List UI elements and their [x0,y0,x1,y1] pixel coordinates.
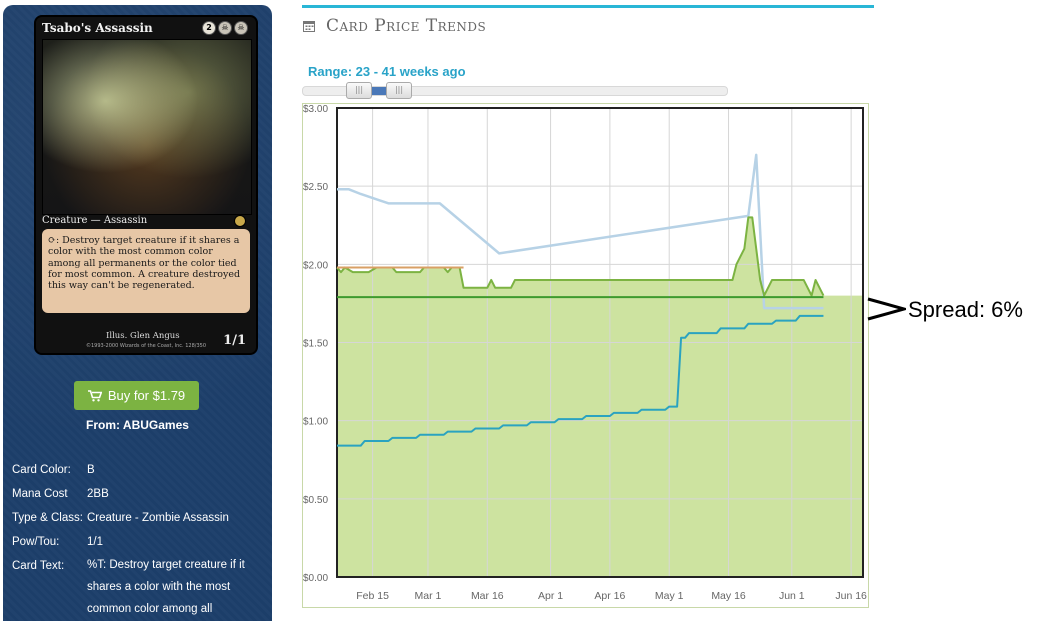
card-illustrator: Illus. Glen Angus [106,331,180,341]
chart-plot-border [336,107,864,578]
chart-area-fill [337,217,863,577]
card-detail-panel: Tsabo's Assassin 2 ☠ ☠ Creature — Assass… [3,5,272,621]
price-chart: $3.00 $2.50 $2.00 $1.50 $1.00 $0.50 $0.00 Feb 1… [302,103,869,608]
chart-y-tick-label: $2.00 [303,260,328,271]
range-slider-handle-end[interactable]: ||| [386,82,412,99]
card-copyright: ©1993-2000 Wizards of the Coast, Inc. 12… [86,343,206,349]
mana-generic-symbol: 2 [202,21,216,35]
card-image: Tsabo's Assassin 2 ☠ ☠ Creature — Assass… [34,15,258,355]
mana-black-symbol: ☠ [218,21,232,35]
attr-value: B [87,464,95,476]
attr-label: Card Color: [12,464,71,476]
chart-y-tick-label: $0.00 [303,573,328,584]
chart-series-line-blue [337,314,824,447]
card-attributes: Card Color: B Mana Cost 2BB Type & Class… [12,458,262,620]
price-chart-svg: $3.00 $2.50 $2.00 $1.50 $1.00 $0.50 $0.00 Feb 1… [302,103,869,608]
vendor-label: From: ABUGames [86,418,189,432]
set-symbol-icon [234,215,246,227]
attr-value: 2BB [87,488,109,500]
attr-value: %T: Destroy target creature if it shares… [87,559,245,615]
chart-x-tick-label: May 1 [655,590,684,602]
card-name: Tsabo's Assassin [42,21,153,35]
card-rules-text: ⟳: Destroy target creature if it shares … [42,229,250,313]
chart-series-line-lightblue [337,153,824,310]
cart-icon [87,389,102,402]
buy-button[interactable]: Buy for $1.79 [74,381,199,410]
attr-label: Mana Cost [12,488,68,500]
section-title: Card Price Trends [326,16,487,36]
chart-y-tick-label: $1.50 [303,339,328,350]
spread-arrow-icon [867,297,906,321]
chart-y-tick-label: $0.50 [303,495,328,506]
chart-x-tick-label: Mar 1 [415,590,442,602]
attr-value: Creature - Zombie Assassin [87,512,229,524]
chart-x-tick-label: Jun 1 [779,590,805,602]
range-label: Range: 23 - 41 weeks ago [308,64,466,79]
chart-x-tick-label: May 16 [711,590,746,602]
range-slider-selection[interactable] [370,87,398,95]
attr-row: Mana Cost 2BB [12,482,262,506]
buy-button-label: Buy for $1.79 [107,388,186,403]
card-type-line: Creature — Assassin [42,215,148,226]
mana-black-symbol: ☠ [234,21,248,35]
section-header-bar [302,5,874,8]
chart-x-tick-label: Apr 1 [538,590,563,602]
card-mana-cost: 2 ☠ ☠ [202,21,248,35]
chart-x-tick-label: Jun 16 [835,590,867,602]
chart-x-tick-label: Apr 16 [594,590,625,602]
range-slider-track[interactable] [302,86,728,96]
attr-row: Card Text: %T: Destroy target creature i… [12,554,262,620]
chart-y-tick-label: $1.00 [303,417,328,428]
attr-label: Pow/Tou: [12,536,60,548]
chart-y-tick-label: $2.50 [303,182,328,193]
attr-row: Type & Class: Creature - Zombie Assassin [12,506,262,530]
attr-label: Type & Class: [12,512,83,524]
spread-label: Spread: 6% [908,297,1023,322]
chart-x-tick-label: Mar 16 [471,590,504,602]
card-power-toughness: 1/1 [223,333,246,348]
chart-y-tick-label: $3.00 [303,104,328,115]
calendar-icon [303,21,315,32]
attr-value: 1/1 [87,536,103,548]
chart-x-tick-label: Feb 15 [356,590,389,602]
attr-row: Card Color: B [12,458,262,482]
card-art [42,39,252,215]
attr-label: Card Text: [12,560,65,572]
range-slider-handle-start[interactable]: ||| [346,82,372,99]
attr-row: Pow/Tou: 1/1 [12,530,262,554]
